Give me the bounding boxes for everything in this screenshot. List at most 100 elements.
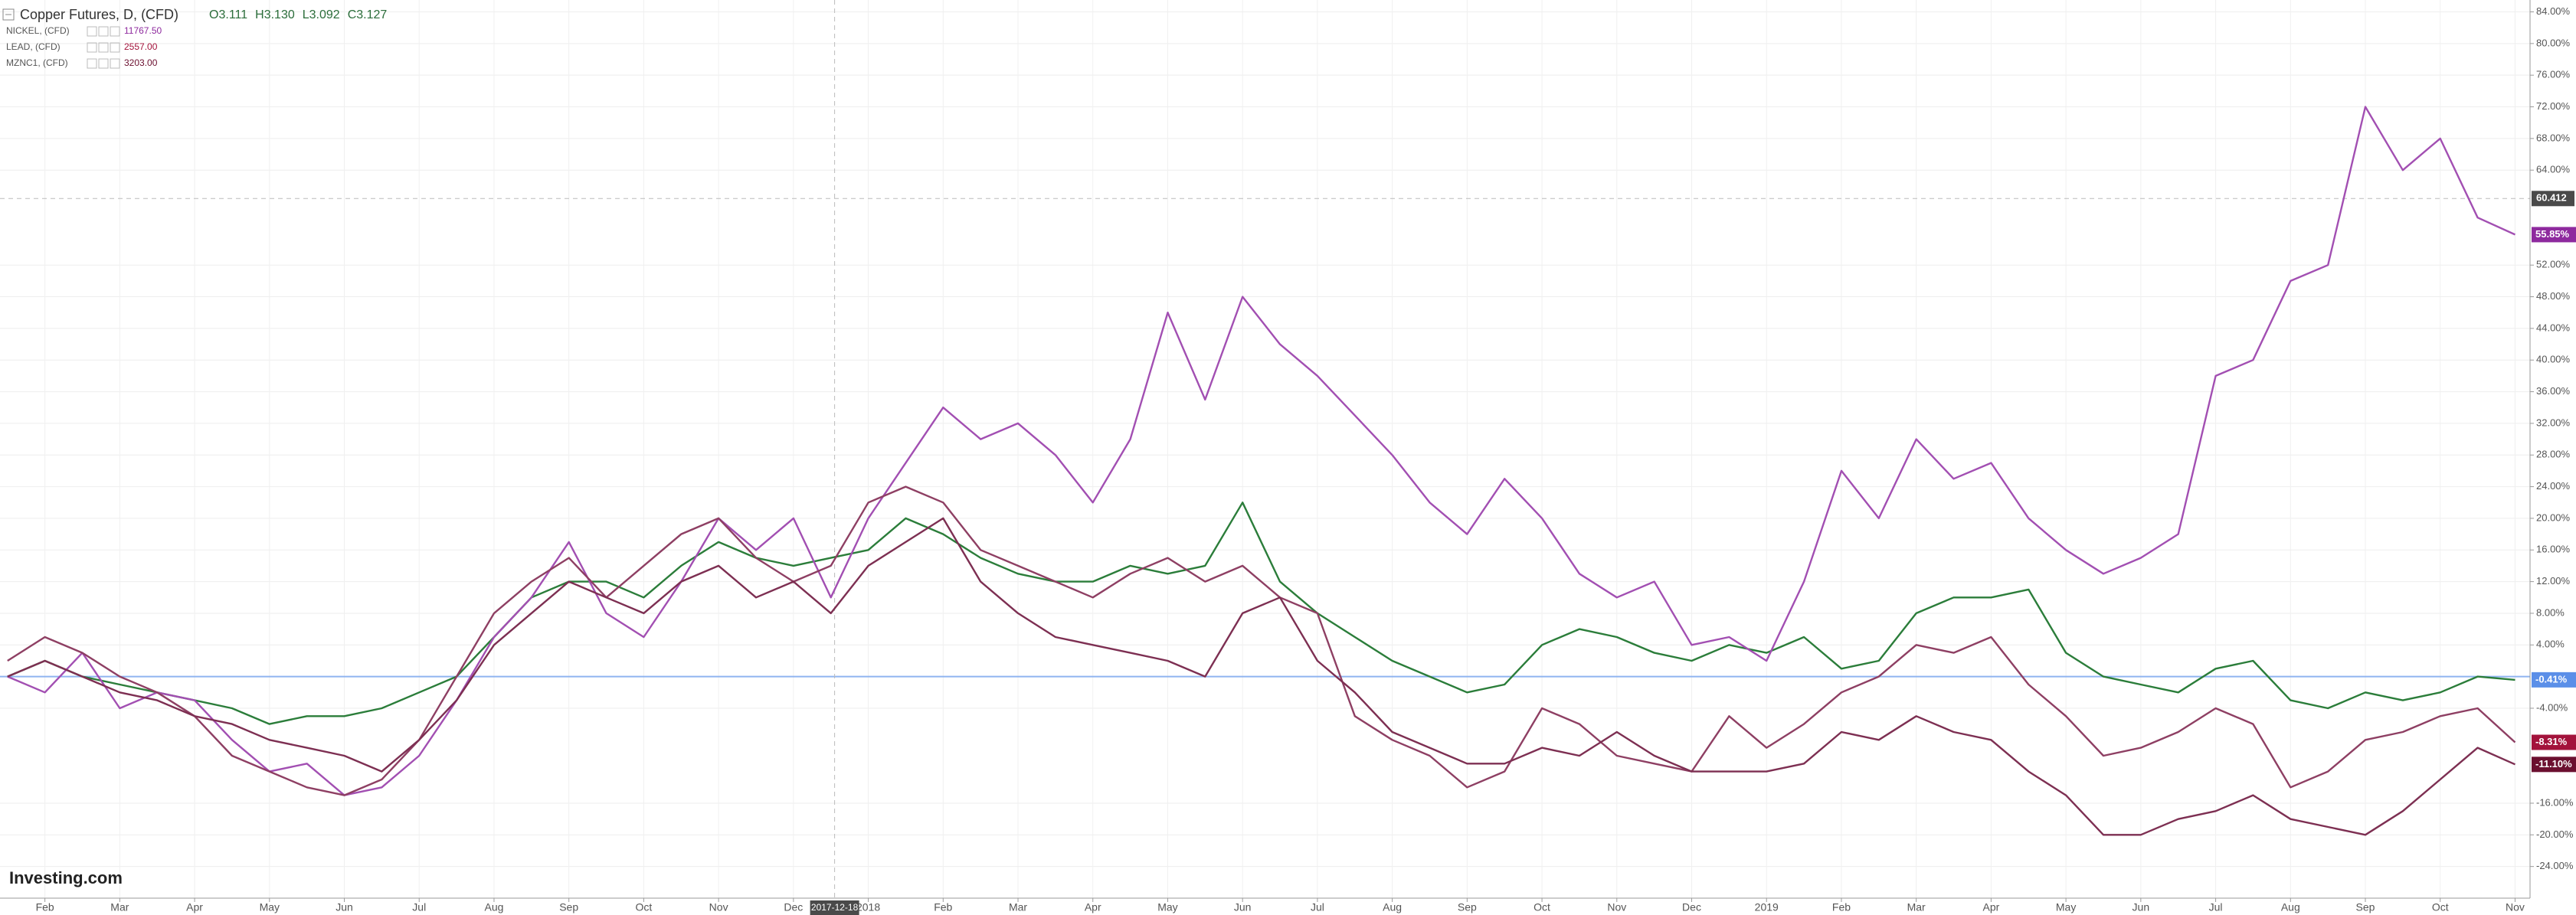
crosshair-x-box	[810, 900, 859, 915]
x-tick-label: Jul	[2209, 901, 2223, 913]
crosshair-x-label: 2017-12-18	[811, 902, 859, 913]
y-tick-label: 52.00%	[2536, 259, 2571, 270]
legend-icon	[98, 42, 109, 53]
y-tick-label: 44.00%	[2536, 322, 2571, 333]
series-line	[7, 106, 2515, 796]
x-tick-label: Mar	[110, 901, 129, 913]
y-tick-label: 16.00%	[2536, 544, 2571, 555]
y-tick-label: 84.00%	[2536, 5, 2571, 17]
last-value-label: -8.31%	[2535, 736, 2568, 747]
legend-icon	[87, 42, 97, 53]
x-tick-label: Apr	[186, 901, 203, 913]
legend-icon	[98, 58, 109, 69]
x-tick-label: Sep	[2356, 901, 2375, 913]
legend-icon	[110, 58, 120, 69]
last-value-box	[2532, 672, 2576, 688]
y-tick-label: 80.00%	[2536, 37, 2571, 48]
x-tick-label: Jun	[1234, 901, 1252, 913]
x-tick-label: Jul	[1311, 901, 1324, 913]
ohlc-value: C3.127	[348, 8, 388, 21]
x-tick-label: Jun	[336, 901, 353, 913]
ohlc-value: H3.130	[255, 8, 295, 21]
collapse-icon[interactable]	[2, 8, 15, 21]
x-tick-label: Nov	[1607, 901, 1626, 913]
ohlc-value: O3.111	[209, 8, 247, 21]
y-tick-label: 40.00%	[2536, 354, 2571, 365]
x-tick-label: Oct	[636, 901, 653, 913]
y-tick-label: 20.00%	[2536, 511, 2571, 523]
legend-entry[interactable]: LEAD, (CFD)	[6, 41, 61, 52]
x-tick-label: Sep	[559, 901, 578, 913]
y-tick-label: -16.00%	[2536, 796, 2574, 808]
legend-entry[interactable]: NICKEL, (CFD)	[6, 25, 70, 36]
x-tick-label: Aug	[485, 901, 504, 913]
x-tick-label: Feb	[36, 901, 54, 913]
legend-icon	[110, 26, 120, 37]
chart-title: Copper Futures, D, (CFD)	[20, 7, 178, 22]
y-tick-label: 8.00%	[2536, 606, 2565, 618]
last-value-box	[2532, 227, 2576, 243]
x-tick-label: Apr	[1085, 901, 1101, 913]
grid	[0, 0, 2530, 898]
last-value-box	[2532, 757, 2576, 773]
legend-value: 11767.50	[124, 25, 162, 36]
watermark: Investing.com	[9, 868, 123, 887]
y-tick-label: 36.00%	[2536, 385, 2571, 397]
legend-icon	[98, 26, 109, 37]
y-tick-label: 12.00%	[2536, 575, 2571, 587]
x-tick-label: Oct	[1533, 901, 1550, 913]
crosshair-y-box	[2532, 191, 2574, 207]
y-tick-label: 4.00%	[2536, 639, 2565, 650]
x-tick-label: Apr	[1983, 901, 2000, 913]
x-tick-label: Jun	[2132, 901, 2150, 913]
y-tick-label: 68.00%	[2536, 132, 2571, 143]
x-tick-label: Nov	[709, 901, 728, 913]
x-tick-label: May	[1157, 901, 1177, 913]
last-value-box	[2532, 734, 2576, 750]
x-tick-label: Aug	[2281, 901, 2300, 913]
ohlc-value: L3.092	[303, 8, 340, 21]
legend-value: 3203.00	[124, 57, 158, 68]
y-tick-label: 76.00%	[2536, 69, 2571, 80]
legend: Copper Futures, D, (CFD) O3.111 H3.130 L3.…	[2, 7, 388, 69]
y-tick-label: 64.00%	[2536, 164, 2571, 175]
y-tick-label: -4.00%	[2536, 701, 2568, 713]
crosshair-y-label: 60.412	[2536, 192, 2567, 204]
y-tick-label: 24.00%	[2536, 480, 2571, 492]
y-tick-label: -20.00%	[2536, 828, 2574, 840]
x-tick-label: 2019	[1755, 901, 1779, 913]
y-tick-label: -24.00%	[2536, 860, 2574, 871]
series-line	[7, 485, 2516, 796]
legend-entry[interactable]: MZNC1, (CFD)	[6, 57, 68, 68]
x-tick-label: May	[2056, 901, 2076, 913]
series	[7, 106, 2516, 836]
x-tick-label: Dec	[784, 901, 803, 913]
series-line	[7, 502, 2515, 725]
y-tick-label: 28.00%	[2536, 449, 2571, 460]
series-line	[7, 517, 2515, 836]
x-tick-label: May	[260, 901, 280, 913]
legend-icon	[87, 58, 97, 69]
last-value-label: -11.10%	[2535, 758, 2572, 770]
x-tick-label: Feb	[934, 901, 952, 913]
x-tick-label: Mar	[1907, 901, 1926, 913]
x-tick-label: 2018	[856, 901, 880, 913]
x-tick-label: Mar	[1009, 901, 1027, 913]
legend-icon	[87, 26, 97, 37]
legend-icon	[110, 42, 120, 53]
y-tick-label: 72.00%	[2536, 100, 2571, 112]
last-value-label: -0.41%	[2535, 673, 2568, 685]
last-value-label: 55.85%	[2535, 228, 2570, 240]
y-tick-label: 32.00%	[2536, 417, 2571, 428]
x-tick-label: Dec	[1682, 901, 1701, 913]
x-tick-label: Feb	[1832, 901, 1851, 913]
legend-value: 2557.00	[124, 41, 158, 52]
x-tick-label: Sep	[1458, 901, 1477, 913]
x-tick-label: Nov	[2506, 901, 2525, 913]
y-tick-label: 48.00%	[2536, 290, 2571, 302]
x-tick-label: Aug	[1383, 901, 1402, 913]
